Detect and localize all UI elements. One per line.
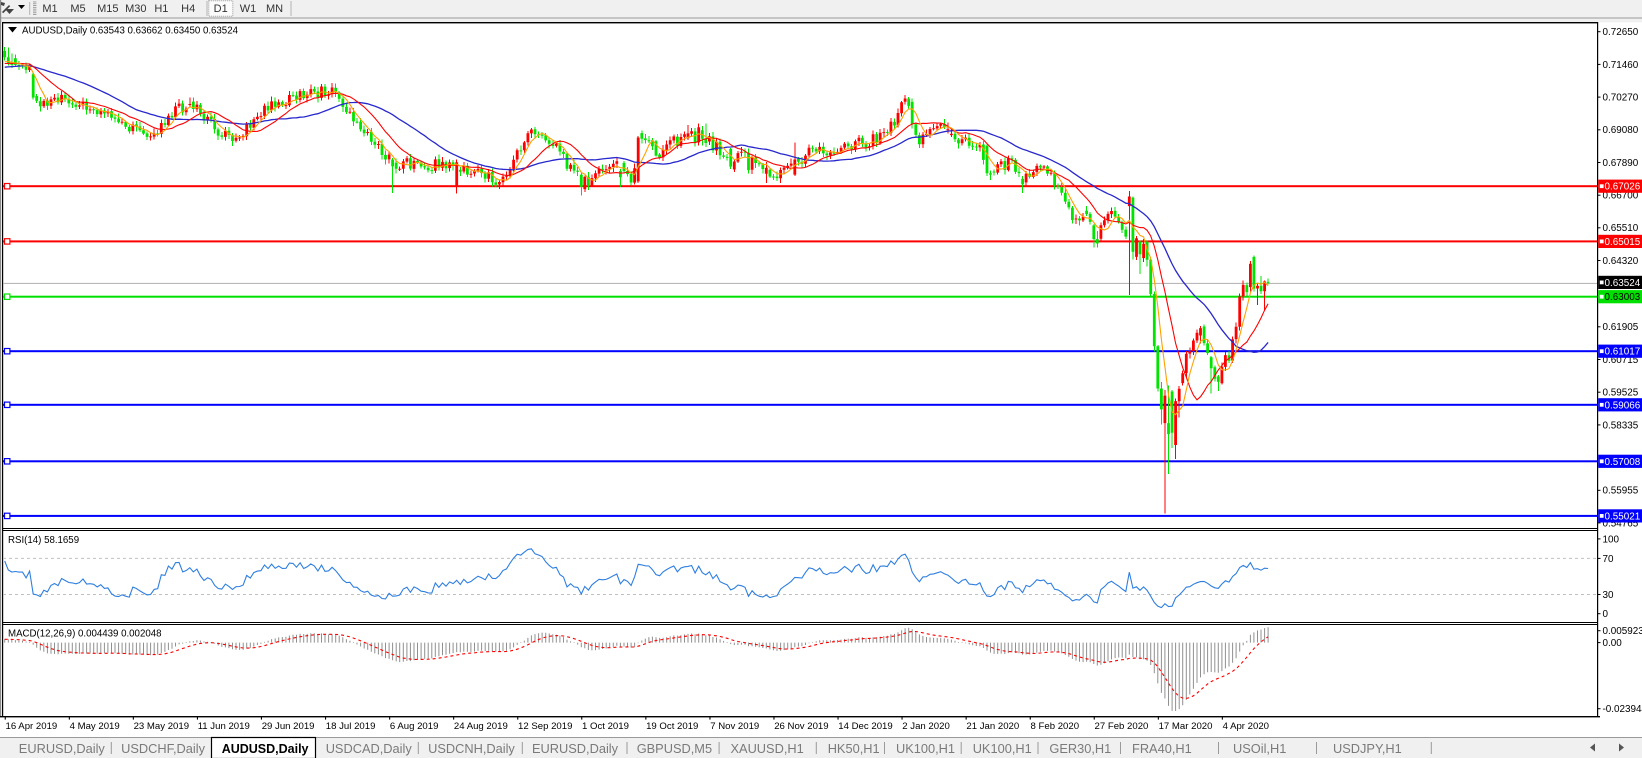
svg-text:21 Jan 2020: 21 Jan 2020 xyxy=(966,721,1019,732)
svg-text:26 Nov 2019: 26 Nov 2019 xyxy=(774,721,828,732)
svg-text:USDCHF,Daily: USDCHF,Daily xyxy=(121,741,205,756)
svg-text:27 Feb 2020: 27 Feb 2020 xyxy=(1095,721,1149,732)
svg-text:RSI(14) 58.1659: RSI(14) 58.1659 xyxy=(8,535,79,546)
svg-text:0.54765: 0.54765 xyxy=(1603,518,1639,529)
svg-text:MACD(12,26,9) 0.004439 0.00204: MACD(12,26,9) 0.004439 0.002048 xyxy=(8,629,162,640)
svg-text:FRA40,H1: FRA40,H1 xyxy=(1132,741,1192,756)
svg-text:70: 70 xyxy=(1603,554,1614,565)
svg-text:UK100,H1: UK100,H1 xyxy=(973,741,1032,756)
svg-text:4 May 2019: 4 May 2019 xyxy=(70,721,120,732)
svg-text:HK50,H1: HK50,H1 xyxy=(828,741,880,756)
svg-text:EURUSD,Daily: EURUSD,Daily xyxy=(19,741,106,756)
svg-text:6 Aug 2019: 6 Aug 2019 xyxy=(390,721,439,732)
svg-text:7 Nov 2019: 7 Nov 2019 xyxy=(710,721,759,732)
svg-text:D1: D1 xyxy=(214,3,228,15)
svg-text:16 Apr 2019: 16 Apr 2019 xyxy=(6,721,58,732)
svg-text:0.65015: 0.65015 xyxy=(1605,237,1641,248)
svg-text:0.72650: 0.72650 xyxy=(1603,27,1639,38)
svg-text:H1: H1 xyxy=(154,3,168,15)
svg-text:M1: M1 xyxy=(42,3,57,15)
svg-text:W1: W1 xyxy=(240,3,257,15)
svg-text:0.67026: 0.67026 xyxy=(1605,182,1641,193)
svg-text:AUDUSD,Daily 0.63543 0.63662: AUDUSD,Daily 0.63543 0.63662 0.63450 0.6… xyxy=(22,26,239,37)
svg-text:0.64320: 0.64320 xyxy=(1603,256,1639,267)
svg-text:0: 0 xyxy=(1603,609,1609,620)
svg-text:0.005923: 0.005923 xyxy=(1603,626,1642,637)
svg-text:M30: M30 xyxy=(125,3,146,15)
svg-text:24 Aug 2019: 24 Aug 2019 xyxy=(454,721,508,732)
svg-text:30: 30 xyxy=(1603,590,1614,601)
svg-text:0.55021: 0.55021 xyxy=(1605,511,1641,522)
svg-text:USDCNH,Daily: USDCNH,Daily xyxy=(428,741,515,756)
svg-text:0.59525: 0.59525 xyxy=(1603,388,1639,399)
svg-text:0.71460: 0.71460 xyxy=(1603,60,1639,71)
svg-text:M5: M5 xyxy=(70,3,85,15)
svg-text:4 Apr 2020: 4 Apr 2020 xyxy=(1223,721,1269,732)
svg-text:M15: M15 xyxy=(97,3,118,15)
svg-text:GER30,H1: GER30,H1 xyxy=(1049,741,1111,756)
svg-text:0.69080: 0.69080 xyxy=(1603,125,1639,136)
svg-text:0.65510: 0.65510 xyxy=(1603,223,1639,234)
svg-text:1 Oct 2019: 1 Oct 2019 xyxy=(582,721,629,732)
svg-text:USOil,H1: USOil,H1 xyxy=(1233,741,1286,756)
svg-text:USDJPY,H1: USDJPY,H1 xyxy=(1333,741,1402,756)
svg-text:AUDUSD,Daily: AUDUSD,Daily xyxy=(222,742,309,756)
svg-text:12 Sep 2019: 12 Sep 2019 xyxy=(518,721,572,732)
svg-text:EURUSD,Daily: EURUSD,Daily xyxy=(532,741,619,756)
svg-text:0.57008: 0.57008 xyxy=(1605,457,1641,468)
svg-text:100: 100 xyxy=(1603,534,1620,545)
svg-text:0.55955: 0.55955 xyxy=(1603,486,1639,497)
svg-text:29 Jun 2019: 29 Jun 2019 xyxy=(262,721,315,732)
svg-text:0.61017: 0.61017 xyxy=(1605,347,1641,358)
svg-text:-0.023944: -0.023944 xyxy=(1603,704,1642,715)
svg-text:17 Mar 2020: 17 Mar 2020 xyxy=(1159,721,1213,732)
svg-text:H4: H4 xyxy=(181,3,195,15)
svg-text:XAUUSD,H1: XAUUSD,H1 xyxy=(731,741,804,756)
svg-text:23 May 2019: 23 May 2019 xyxy=(134,721,189,732)
svg-text:0.70270: 0.70270 xyxy=(1603,93,1639,104)
svg-text:0.58335: 0.58335 xyxy=(1603,420,1639,431)
svg-text:0.00: 0.00 xyxy=(1603,638,1623,649)
svg-text:0.60715: 0.60715 xyxy=(1603,355,1639,366)
svg-text:0.59066: 0.59066 xyxy=(1605,400,1641,411)
svg-text:19 Oct 2019: 19 Oct 2019 xyxy=(646,721,698,732)
svg-text:0.63524: 0.63524 xyxy=(1605,278,1641,289)
svg-text:GBPUSD,M5: GBPUSD,M5 xyxy=(637,741,712,756)
svg-text:8 Feb 2020: 8 Feb 2020 xyxy=(1031,721,1080,732)
svg-text:MN: MN xyxy=(266,3,283,15)
svg-text:0.63003: 0.63003 xyxy=(1605,292,1641,303)
svg-text:UK100,H1: UK100,H1 xyxy=(896,741,955,756)
svg-text:2 Jan 2020: 2 Jan 2020 xyxy=(902,721,949,732)
svg-text:18 Jul 2019: 18 Jul 2019 xyxy=(326,721,376,732)
svg-text:0.66700: 0.66700 xyxy=(1603,191,1639,202)
svg-text:14 Dec 2019: 14 Dec 2019 xyxy=(838,721,892,732)
svg-text:11 Jun 2019: 11 Jun 2019 xyxy=(198,721,250,732)
svg-text:0.61905: 0.61905 xyxy=(1603,322,1639,333)
svg-text:USDCAD,Daily: USDCAD,Daily xyxy=(326,741,413,756)
svg-text:0.67890: 0.67890 xyxy=(1603,158,1639,169)
